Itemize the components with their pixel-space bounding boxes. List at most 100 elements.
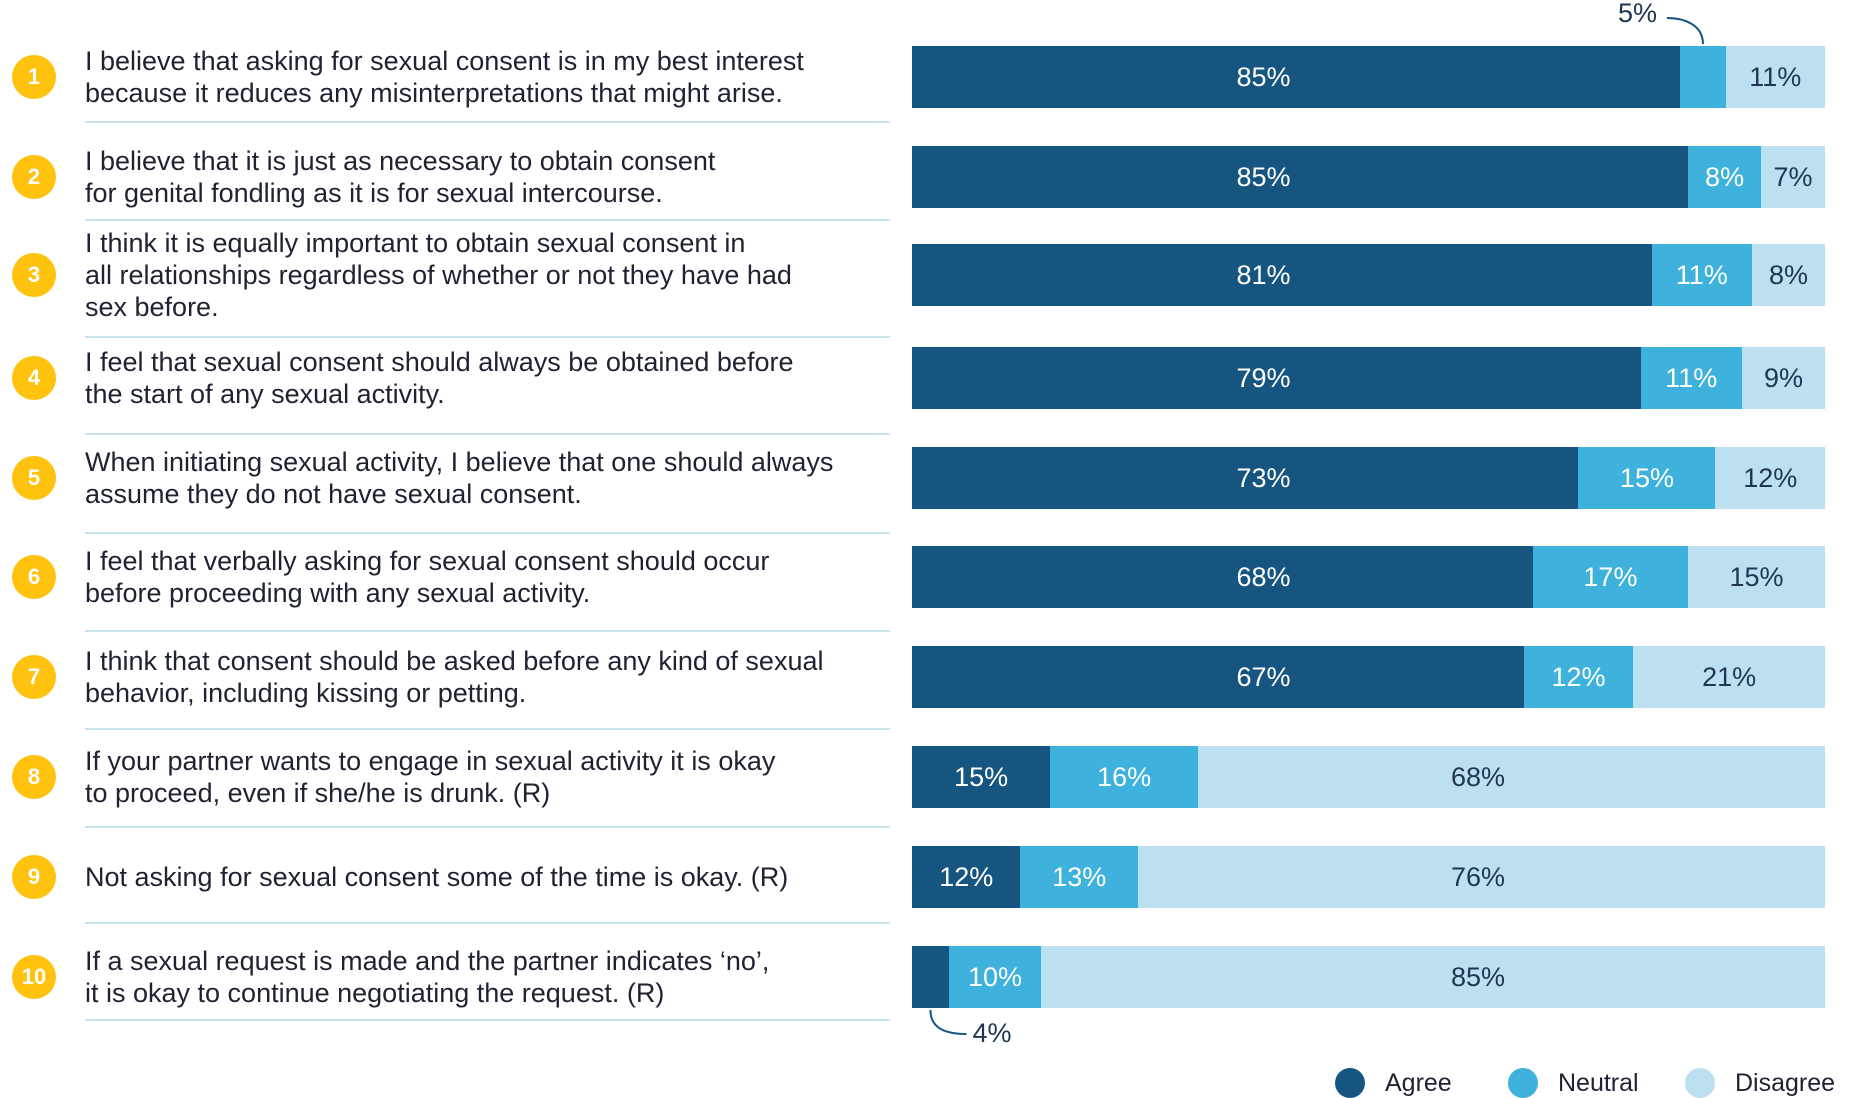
- value-label: 11%: [1675, 260, 1728, 290]
- row-divider: [85, 1019, 890, 1021]
- row-divider: [85, 728, 890, 730]
- statement-text-content: If your partner wants to engage in sexua…: [85, 746, 776, 808]
- agree-bar-segment: [912, 546, 1533, 608]
- value-label: 7%: [1773, 162, 1813, 192]
- statement-text-content: I think that consent should be asked bef…: [85, 646, 824, 708]
- statement-text: I feel that verbally asking for sexual c…: [85, 542, 875, 612]
- item-number-badge: 7: [12, 655, 56, 699]
- value-label: 4%: [972, 1018, 1012, 1048]
- value-label: 68%: [1236, 562, 1291, 592]
- row-divider: [85, 630, 890, 632]
- callout-leader-line: [929, 1009, 967, 1035]
- agree-bar-segment: [912, 846, 1021, 908]
- row-divider: [85, 336, 890, 338]
- legend-label: Neutral: [1558, 1068, 1639, 1097]
- statement-text-content: Not asking for sexual consent some of th…: [85, 862, 789, 892]
- item-number-badge: 6: [12, 555, 56, 599]
- legend-item: Agree: [1335, 1068, 1452, 1098]
- disagree-bar-segment: [1137, 846, 1825, 908]
- legend-item: Disagree: [1685, 1068, 1835, 1098]
- agree-bar-segment: [912, 447, 1579, 509]
- value-label: 79%: [1236, 363, 1291, 393]
- value-label: 85%: [1236, 162, 1291, 192]
- disagree-bar-segment: [1725, 46, 1825, 108]
- disagree-bar-segment: [1197, 746, 1825, 808]
- item-number-badge: 9: [12, 855, 56, 899]
- statement-text: I think that consent should be asked bef…: [85, 642, 875, 712]
- value-label: 73%: [1236, 463, 1291, 493]
- neutral-bar-segment: [948, 946, 1042, 1008]
- value-label: 12%: [1743, 463, 1798, 493]
- statement-text: I feel that sexual consent should always…: [85, 343, 875, 413]
- statement-text-content: When initiating sexual activity, I belie…: [85, 447, 834, 509]
- disagree-bar-segment: [1761, 146, 1825, 208]
- value-label: 17%: [1583, 562, 1638, 592]
- value-label: 68%: [1451, 762, 1506, 792]
- statement-text: If a sexual request is made and the part…: [85, 942, 875, 1012]
- statement-text-content: I feel that sexual consent should always…: [85, 347, 794, 409]
- value-label: 11%: [1749, 62, 1802, 92]
- legend-label: Disagree: [1735, 1068, 1836, 1097]
- value-label: 15%: [1619, 463, 1674, 493]
- legend-item: Neutral: [1508, 1068, 1639, 1098]
- value-label: 15%: [954, 762, 1009, 792]
- legend-label: Agree: [1385, 1068, 1452, 1097]
- value-label: 5%: [1617, 0, 1657, 28]
- value-label: 12%: [939, 862, 994, 892]
- item-number-badge: 8: [12, 755, 56, 799]
- value-label: 11%: [1665, 363, 1718, 393]
- neutral-bar-segment: [1523, 646, 1634, 708]
- row-divider: [85, 532, 890, 534]
- statement-text: If your partner wants to engage in sexua…: [85, 742, 875, 812]
- row-divider: [85, 922, 890, 924]
- value-label: 15%: [1729, 562, 1784, 592]
- statement-text-content: I think it is equally important to obtai…: [85, 228, 792, 322]
- item-number-badge: 4: [12, 356, 56, 400]
- legend-swatch-neutral: [1508, 1068, 1538, 1098]
- neutral-bar-segment: [1532, 546, 1689, 608]
- neutral-bar-segment: [1640, 347, 1742, 409]
- statement-text: Not asking for sexual consent some of th…: [85, 842, 875, 912]
- value-label: 13%: [1052, 862, 1107, 892]
- statement-text-content: If a sexual request is made and the part…: [85, 946, 770, 1008]
- callout-leader-line: [1666, 17, 1704, 45]
- item-number-badge: 5: [12, 456, 56, 500]
- statement-text: I think it is equally important to obtai…: [85, 225, 875, 325]
- statement-text-content: I feel that verbally asking for sexual c…: [85, 546, 770, 608]
- legend-swatch-agree: [1335, 1068, 1365, 1098]
- callout-leader-path: [1666, 17, 1704, 45]
- statement-text: I believe that asking for sexual consent…: [85, 42, 875, 112]
- agree-bar-segment: [912, 347, 1641, 409]
- item-number-badge: 10: [12, 955, 56, 999]
- disagree-bar-segment: [1751, 244, 1825, 306]
- neutral-bar-segment: [1020, 846, 1138, 908]
- callout-leader-path: [929, 1009, 967, 1035]
- agree-bar-segment: [912, 946, 949, 1008]
- value-label: 21%: [1702, 662, 1757, 692]
- disagree-bar-segment: [1041, 946, 1825, 1008]
- value-label: 81%: [1236, 260, 1291, 290]
- statement-text: When initiating sexual activity, I belie…: [85, 443, 875, 513]
- statement-text-content: I believe that it is just as necessary t…: [85, 146, 716, 208]
- neutral-bar-segment: [1050, 746, 1198, 808]
- item-number-badge: 3: [12, 253, 56, 297]
- agree-bar-segment: [912, 46, 1681, 108]
- statement-text: I believe that it is just as necessary t…: [85, 142, 875, 212]
- value-label: 12%: [1551, 662, 1606, 692]
- disagree-bar-segment: [1742, 347, 1825, 409]
- agree-bar-segment: [912, 146, 1689, 208]
- neutral-bar-segment: [1578, 447, 1716, 509]
- item-number-badge: 1: [12, 55, 56, 99]
- disagree-bar-segment: [1688, 546, 1825, 608]
- agree-bar-segment: [912, 646, 1524, 708]
- value-label: 8%: [1705, 162, 1745, 192]
- neutral-bar-segment: [1680, 46, 1726, 108]
- neutral-bar-segment: [1651, 244, 1752, 306]
- value-label: 16%: [1097, 762, 1152, 792]
- legend-swatch-disagree: [1685, 1068, 1715, 1098]
- neutral-bar-segment: [1688, 146, 1762, 208]
- value-label: 8%: [1768, 260, 1808, 290]
- value-label: 85%: [1236, 62, 1291, 92]
- disagree-bar-segment: [1715, 447, 1825, 509]
- item-number-badge: 2: [12, 155, 56, 199]
